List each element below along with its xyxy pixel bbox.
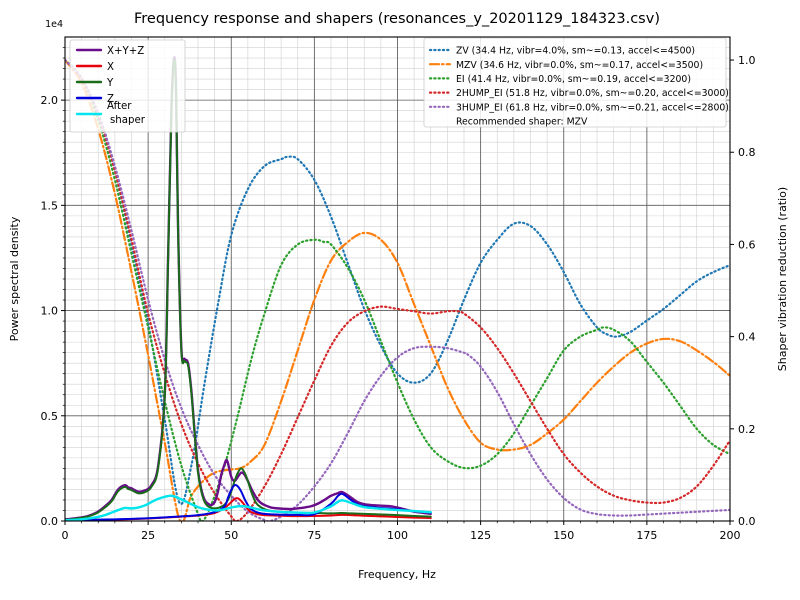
y-axis-label-right: Shaper vibration reduction (ratio) (776, 187, 789, 371)
y-tick-right-label: 0.6 (738, 238, 756, 251)
legend-shaper-box (423, 37, 727, 128)
x-tick-label: 200 (720, 529, 741, 542)
y-axis-exponent: 1e4 (45, 19, 63, 30)
legend-shaper-label-3hump_ei: 3HUMP_EI (61.8 Hz, vibr=0.0%, sm~=0.21, … (456, 102, 729, 113)
x-tick-label: 75 (307, 529, 321, 542)
legend-shaper-label-2hump_ei: 2HUMP_EI (51.8 Hz, vibr=0.0%, sm~=0.20, … (456, 88, 729, 99)
x-tick-label: 50 (224, 529, 238, 542)
shaper-curve-2hump_ei (65, 58, 730, 521)
x-tick-label: 25 (141, 529, 155, 542)
legend-recommended-shaper: Recommended shaper: MZV (456, 117, 588, 128)
y-tick-right-label: 0.0 (738, 515, 756, 528)
shaper-curve-zv (65, 58, 730, 506)
y-tick-label: 1.5 (41, 199, 59, 212)
y-tick-label: 0.0 (41, 515, 59, 528)
legend-psd-label-z: Z (107, 94, 114, 105)
psd-curve-z (65, 484, 432, 521)
shaper-curve-ei (65, 58, 730, 521)
y-axis-label: Power spectral density (8, 216, 21, 341)
legend-psd-box (69, 39, 186, 133)
y-tick-right-label: 0.8 (738, 146, 756, 159)
legend-shaper-label-ei: EI (41.4 Hz, vibr=0.0%, sm~=0.19, accel<… (456, 74, 691, 85)
x-tick-label: 150 (553, 529, 574, 542)
shaper-curve-mzv (65, 58, 730, 521)
legend-psd-label-after-shaper-2: shaper (110, 115, 146, 126)
legend-psd-label-y: Y (106, 78, 114, 89)
chart-title: Frequency response and shapers (resonanc… (134, 11, 660, 27)
legend-shaper[interactable]: ZV (34.4 Hz, vibr=4.0%, sm~=0.13, accel<… (423, 37, 729, 128)
legend-shaper-label-zv: ZV (34.4 Hz, vibr=4.0%, sm~=0.13, accel<… (456, 46, 695, 57)
legend-psd-label-after-shaper: After (107, 101, 132, 112)
legend-psd-label-x-y-z: X+Y+Z (107, 46, 144, 57)
shaper-curves-group (65, 58, 730, 521)
y-tick-label: 0.5 (41, 410, 59, 423)
psd-curve-x-y-z (65, 56, 432, 521)
shaper-curve-3hump_ei (65, 58, 730, 521)
x-tick-label: 125 (470, 529, 491, 542)
y-tick-label: 1.0 (41, 305, 59, 318)
axis-ticks: 0 25 50 75 100 125 150 175 2000.00.51.01.52.00.0… (41, 47, 756, 542)
x-axis-label: Frequency, Hz (358, 568, 436, 581)
x-tick-label: 0 (62, 529, 69, 542)
y-tick-right-label: 0.2 (738, 423, 756, 436)
y-tick-label: 2.0 (41, 94, 59, 107)
y-tick-right-label: 1.0 (738, 54, 756, 67)
y-tick-right-label: 0.4 (738, 331, 756, 344)
psd-curves-group (65, 56, 432, 521)
psd-curve-after-shaper (65, 494, 432, 521)
legend-shaper-label-mzv: MZV (34.6 Hz, vibr=0.0%, sm~=0.17, accel… (456, 60, 703, 71)
x-tick-label: 100 (387, 529, 408, 542)
legend-psd-label-x: X (107, 62, 114, 73)
x-tick-label: 175 (636, 529, 657, 542)
